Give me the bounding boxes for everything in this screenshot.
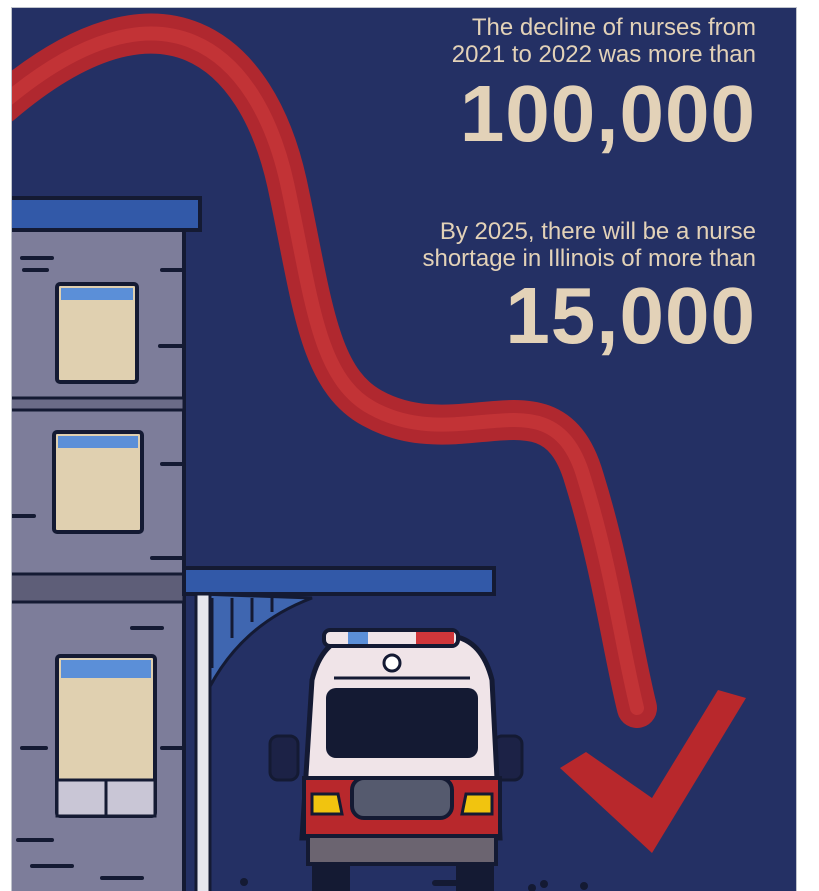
window [55,282,139,384]
decline-caption-line2: 2021 to 2022 was more than [451,41,756,68]
ambulance-icon [268,628,524,891]
declining-trend-arrow-icon [12,13,746,853]
decline-number: 100,000 [459,69,756,158]
poster: The decline of nurses from 2021 to 2022 … [11,7,797,891]
shortage-number: 15,000 [505,271,756,360]
shortage-caption-line1: By 2025, there will be a nurse [439,218,756,245]
illustration [12,13,746,891]
shortage-caption-line2: shortage in Illinois of more than [422,245,756,272]
window [55,654,157,818]
shortage-stat: By 2025, there will be a nurse shortage … [422,218,756,356]
hospital-building-icon [12,196,496,891]
window [52,430,144,534]
decline-stat: The decline of nurses from 2021 to 2022 … [452,14,756,154]
decline-caption-line1: The decline of nurses from [471,14,756,41]
